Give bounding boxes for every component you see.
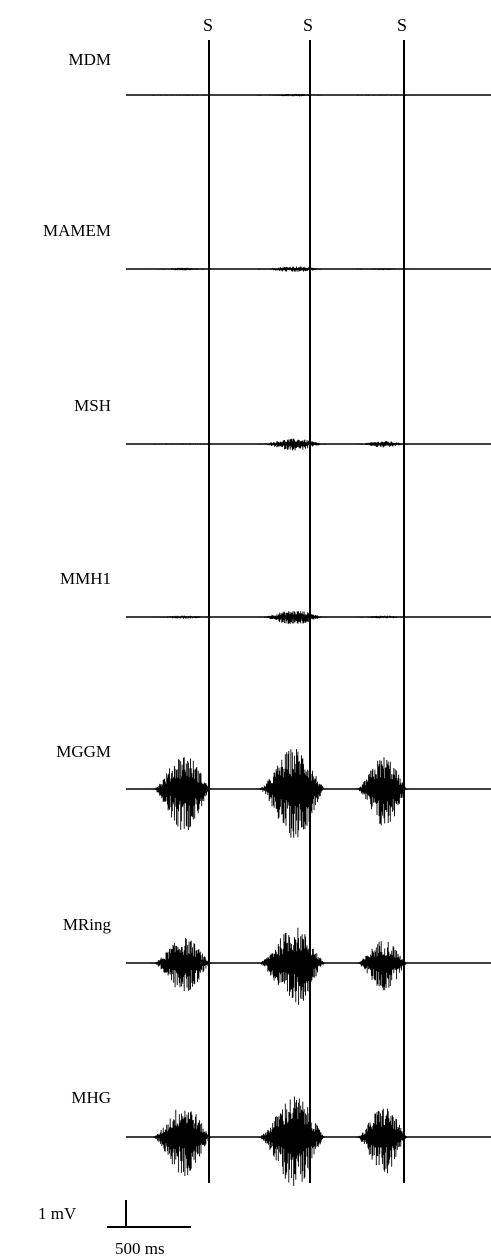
channel-label-mamem: MAMEM bbox=[42, 221, 111, 240]
emg-burst bbox=[151, 267, 212, 271]
emg-traces bbox=[126, 93, 491, 1186]
trace-mdm bbox=[126, 93, 491, 97]
trace-msh bbox=[126, 438, 491, 451]
emg-burst bbox=[355, 94, 409, 96]
emg-burst bbox=[151, 94, 212, 96]
emg-burst bbox=[257, 927, 327, 1005]
trace-mmh1 bbox=[126, 611, 491, 625]
channel-label-mhg: MHG bbox=[71, 1088, 111, 1107]
emg-burst bbox=[151, 443, 212, 445]
emg-burst bbox=[355, 441, 409, 448]
channel-label-mring: MRing bbox=[62, 915, 111, 934]
emg-burst bbox=[257, 266, 327, 272]
emg-burst bbox=[257, 438, 327, 451]
emg-burst bbox=[151, 757, 212, 831]
emg-burst bbox=[257, 611, 327, 625]
stimulus-marker-2: S bbox=[303, 15, 314, 35]
channel-label-mggm: MGGM bbox=[56, 742, 111, 761]
stimulus-marker-3: S bbox=[397, 15, 408, 35]
emg-burst bbox=[151, 1109, 212, 1176]
emg-burst bbox=[151, 615, 212, 619]
emg-burst bbox=[151, 938, 212, 991]
emg-burst bbox=[355, 757, 409, 826]
emg-burst bbox=[355, 268, 409, 271]
stimulus-lines bbox=[208, 40, 405, 1183]
emg-burst bbox=[355, 1108, 409, 1174]
emg-burst bbox=[355, 615, 409, 619]
emg-burst bbox=[257, 749, 327, 838]
channel-label-mdm: MDM bbox=[68, 50, 111, 69]
stimulus-marker-1: S bbox=[203, 15, 214, 35]
channel-label-msh: MSH bbox=[74, 396, 111, 415]
emg-burst bbox=[355, 941, 409, 991]
voltage-scale-label: 1 mV bbox=[38, 1204, 77, 1223]
trace-mggm bbox=[126, 749, 491, 838]
trace-mring bbox=[126, 927, 491, 1005]
trace-mamem bbox=[126, 266, 491, 272]
emg-burst bbox=[257, 1096, 327, 1186]
emg-burst bbox=[257, 93, 327, 97]
trace-mhg bbox=[126, 1096, 491, 1186]
channel-label-mmh1: MMH1 bbox=[59, 569, 111, 588]
time-scale-label: 500 ms bbox=[115, 1239, 165, 1258]
